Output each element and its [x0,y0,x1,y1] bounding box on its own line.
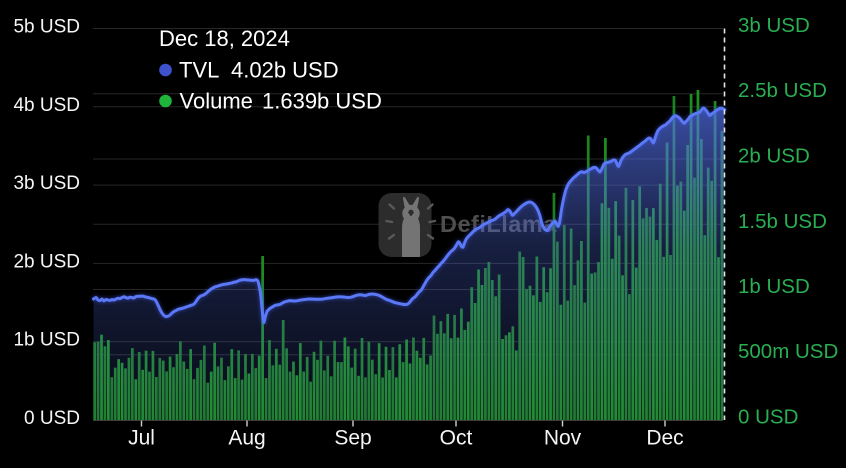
svg-text:1b USD: 1b USD [738,275,810,298]
svg-text:0 USD: 0 USD [24,408,80,429]
svg-text:Jul: Jul [128,427,155,450]
svg-text:1b USD: 1b USD [13,330,80,351]
svg-text:1.5b USD: 1.5b USD [738,210,827,233]
svg-text:Dec 18, 2024: Dec 18, 2024 [159,26,290,51]
svg-text:Dec: Dec [646,427,683,450]
svg-text:Oct: Oct [440,427,473,450]
svg-text:0 USD: 0 USD [738,406,798,429]
svg-text:500m USD: 500m USD [738,340,838,363]
svg-text:Sep: Sep [334,427,371,450]
svg-text:Nov: Nov [544,427,582,450]
svg-text:Volume: Volume [180,89,253,114]
svg-text:4b USD: 4b USD [13,95,80,116]
svg-text:Aug: Aug [228,427,265,450]
svg-text:TVL: TVL [179,58,219,83]
svg-text:4.02b USD: 4.02b USD [231,58,339,83]
svg-text:3b USD: 3b USD [13,173,80,194]
svg-text:2b USD: 2b USD [13,251,80,272]
svg-text:2.5b USD: 2.5b USD [738,79,827,102]
svg-text:2b USD: 2b USD [738,145,810,168]
svg-text:5b USD: 5b USD [13,17,80,38]
svg-text:3b USD: 3b USD [738,14,810,37]
svg-text:1.639b USD: 1.639b USD [262,89,382,114]
